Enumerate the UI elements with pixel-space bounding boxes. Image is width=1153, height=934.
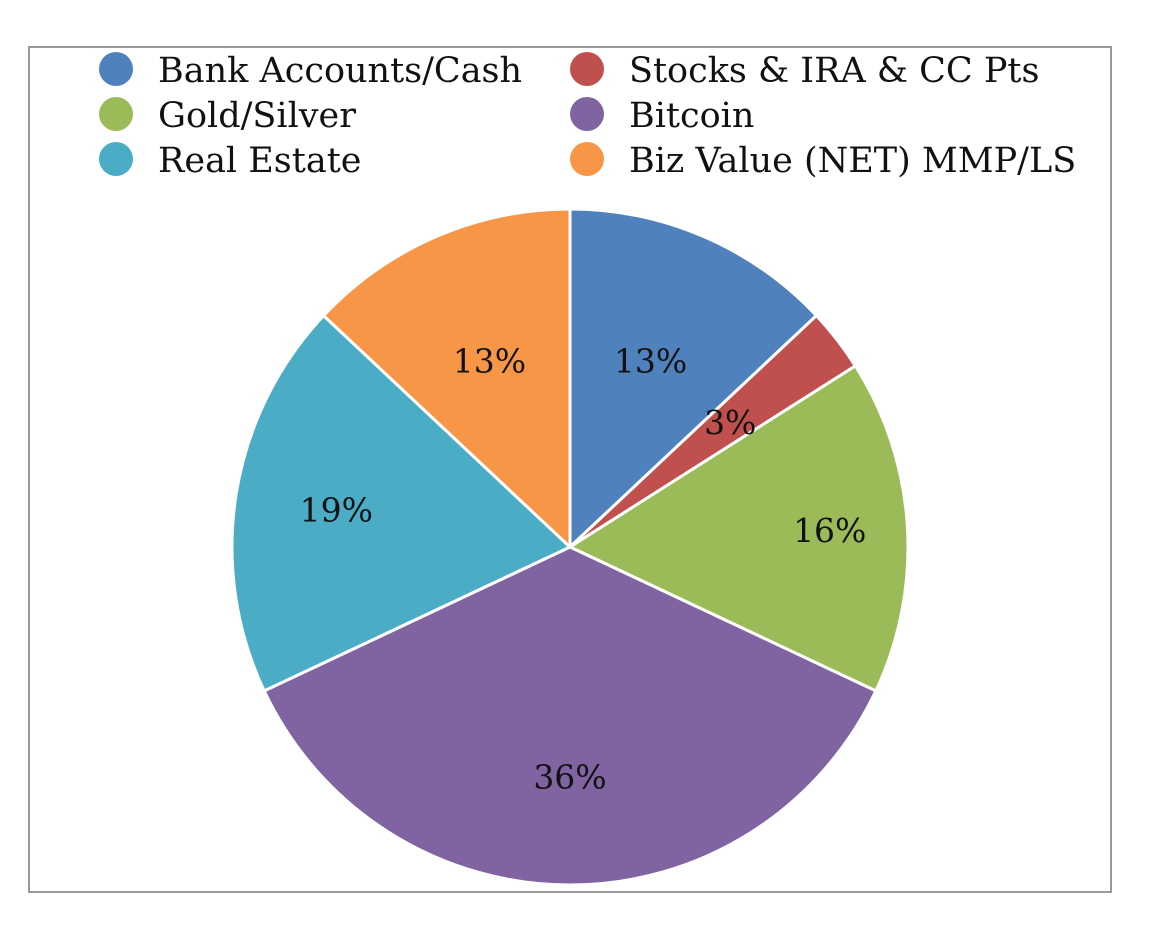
legend-marker-gold-silver bbox=[99, 97, 133, 131]
legend: Bank Accounts/Cash Stocks & IRA & CC Pts… bbox=[99, 51, 1076, 181]
legend-label-bank-accounts-cash: Bank Accounts/Cash bbox=[158, 51, 522, 91]
data-label-gold-silver: 16% bbox=[793, 511, 866, 550]
data-label-bitcoin: 36% bbox=[533, 757, 606, 796]
legend-marker-bitcoin bbox=[570, 97, 604, 131]
data-label-real-estate: 19% bbox=[300, 490, 373, 529]
legend-label-stocks-ira-cc-pts: Stocks & IRA & CC Pts bbox=[629, 51, 1039, 91]
legend-item-real-estate: Real Estate bbox=[99, 141, 361, 181]
legend-item-bank-accounts-cash: Bank Accounts/Cash bbox=[99, 51, 522, 91]
legend-item-bitcoin: Bitcoin bbox=[570, 96, 754, 136]
legend-item-stocks-ira-cc-pts: Stocks & IRA & CC Pts bbox=[570, 51, 1039, 91]
pie-slice-real-estate bbox=[230, 314, 572, 693]
legend-marker-real-estate bbox=[99, 142, 133, 176]
legend-label-gold-silver: Gold/Silver bbox=[158, 96, 356, 136]
legend-label-real-estate: Real Estate bbox=[158, 141, 361, 181]
pie-data-labels: 13% 3% 16% 36% 19% 13% bbox=[300, 341, 867, 796]
pie-slice-biz-value-net-mmp-ls bbox=[322, 207, 572, 549]
data-label-biz-value-net-mmp-ls: 13% bbox=[453, 341, 526, 380]
legend-item-biz-value: Biz Value (NET) MMP/LS bbox=[570, 141, 1076, 181]
pie-slice-bitcoin bbox=[262, 545, 878, 887]
pie-slice-bank-accounts-cash bbox=[568, 207, 818, 549]
legend-marker-bank-accounts-cash bbox=[99, 52, 133, 86]
pie-slice-gold-silver bbox=[568, 364, 910, 693]
legend-marker-stocks-ira-cc-pts bbox=[570, 52, 604, 86]
legend-label-biz-value: Biz Value (NET) MMP/LS bbox=[629, 141, 1076, 181]
data-label-stocks-ira-cc-pts: 3% bbox=[704, 403, 756, 442]
legend-item-gold-silver: Gold/Silver bbox=[99, 96, 356, 136]
data-label-bank-accounts-cash: 13% bbox=[614, 341, 687, 380]
pie-slices bbox=[230, 207, 910, 887]
legend-marker-biz-value bbox=[570, 142, 604, 176]
legend-label-bitcoin: Bitcoin bbox=[629, 96, 754, 136]
